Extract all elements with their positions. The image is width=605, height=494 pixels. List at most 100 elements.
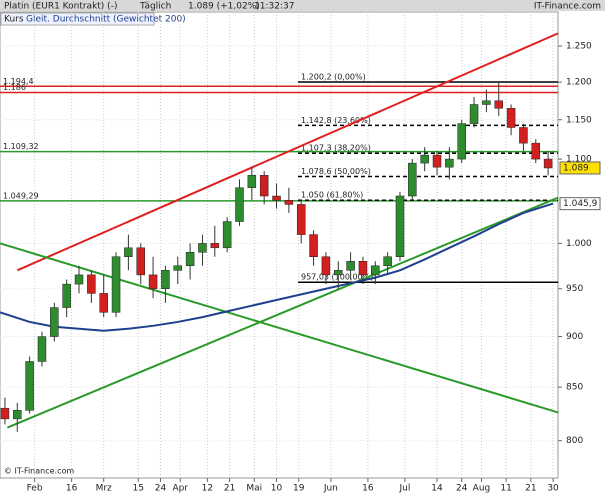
candle-body: [87, 274, 96, 294]
candle-body: [111, 256, 121, 313]
x-tick-label: 16: [66, 484, 78, 494]
candle-body: [346, 260, 355, 271]
legend-ma: Gleit. Durchschnitt (Gewichtet 200): [26, 15, 186, 25]
x-tick-label: 21: [224, 484, 235, 494]
y-tick-label: 950: [566, 284, 583, 294]
trend-line: [0, 242, 559, 414]
candle-body: [395, 195, 405, 257]
candle-body: [148, 274, 158, 289]
y-tick-label: 1.000: [566, 239, 592, 249]
x-tick-label: 10: [271, 484, 283, 494]
x-tick-label: 24: [155, 484, 167, 494]
x-tick-label: 14: [431, 484, 443, 494]
candle-body: [235, 187, 244, 222]
candle-body: [408, 162, 417, 197]
candle-body: [259, 175, 269, 197]
candle-body: [37, 336, 47, 362]
candle-body: [50, 307, 59, 337]
header-time: 11:32:37: [254, 2, 294, 12]
header-brand: IT-Finance.com: [534, 2, 601, 12]
level-label: 1.109,32: [3, 142, 39, 151]
candle-body: [358, 260, 368, 276]
candle-body: [432, 154, 442, 168]
candle-body: [482, 100, 491, 105]
candle-body: [494, 100, 503, 109]
last-price-box: [559, 161, 601, 175]
last-price-label: 1.089: [563, 163, 589, 173]
level-label: 1.107,3 (38,20%): [301, 144, 371, 153]
candle-body: [62, 283, 71, 308]
header-period: Täglich: [139, 2, 171, 12]
level-label: 1.194,4: [3, 77, 34, 86]
y-tick-label: 1.100: [566, 155, 592, 165]
candle-body: [185, 252, 195, 267]
y-tick-label: 800: [566, 436, 583, 446]
y-tick-label: 1.200: [566, 78, 592, 88]
ma-last-label: 1.045,9: [563, 199, 598, 209]
candle-body: [222, 221, 232, 249]
candle-body: [198, 243, 207, 253]
x-tick-label: 30: [547, 484, 559, 494]
candle-body: [161, 270, 170, 289]
candle-body: [247, 175, 257, 188]
candle-body: [445, 158, 454, 168]
trend-line: [16, 32, 559, 272]
candle-body: [296, 204, 306, 235]
header-quote: 1.089 (+1,02%): [188, 2, 260, 12]
x-tick-label: Jul: [398, 484, 410, 494]
level-label: 957,03 (100,00%): [301, 273, 373, 282]
level-label: 1.049,29: [3, 191, 39, 200]
candle-body: [210, 243, 220, 249]
candle-body: [506, 108, 516, 128]
candle-body: [13, 410, 22, 420]
x-tick-label: 21: [525, 484, 536, 494]
candle-body: [334, 270, 343, 276]
level-label: 1.200,2 (0,00%): [301, 72, 366, 81]
trend-line: [7, 196, 559, 429]
candle-body: [420, 154, 429, 164]
legend-box: [0, 12, 155, 26]
candle-body: [457, 123, 466, 160]
candle-body: [543, 158, 553, 169]
y-tick-label: 900: [566, 332, 583, 342]
y-tick-label: 1.150: [566, 115, 592, 125]
footer: © IT-Finance.com: [4, 467, 74, 476]
x-tick-label: Apr: [172, 484, 188, 494]
level-label: 1.078,6 (50,00%): [301, 167, 371, 176]
candle-body: [284, 199, 294, 205]
x-tick-label: 12: [202, 484, 213, 494]
candle-body: [272, 195, 281, 201]
ma-line: [0, 202, 554, 332]
y-tick-label: 1.250: [566, 42, 592, 52]
x-tick-label: 15: [133, 484, 144, 494]
x-tick-label: Feb: [27, 484, 43, 494]
x-tick-label: Mai: [246, 484, 262, 494]
level-label: 1.186: [3, 83, 26, 92]
x-tick-label: 16: [362, 484, 374, 494]
x-tick-label: Mrz: [96, 484, 112, 494]
x-tick-label: 11: [500, 484, 511, 494]
candle-body: [136, 247, 145, 276]
candle-body: [531, 142, 541, 160]
candle-body: [519, 127, 528, 144]
candle-body: [0, 407, 10, 420]
level-label: 1.050 (61,80%): [301, 191, 363, 200]
candle-body: [383, 256, 392, 267]
header-title: Platin (EUR1 Kontrakt) (-): [4, 2, 117, 12]
plot-frame: [0, 11, 559, 479]
x-tick-label: Jun: [323, 484, 338, 494]
level-label: 1.142,8 (23,60%): [301, 116, 371, 125]
candle-body: [321, 256, 331, 276]
ma-last-box: [559, 197, 601, 211]
x-tick-label: 24: [456, 484, 468, 494]
candle-body: [74, 274, 84, 285]
candle-body: [173, 265, 183, 271]
x-tick-label: 19: [293, 484, 305, 494]
candle-body: [124, 247, 133, 257]
header-bar: [0, 0, 605, 11]
legend-price: Kurs: [4, 15, 24, 25]
y-tick-label: 850: [566, 383, 583, 393]
candle-body: [469, 104, 479, 124]
